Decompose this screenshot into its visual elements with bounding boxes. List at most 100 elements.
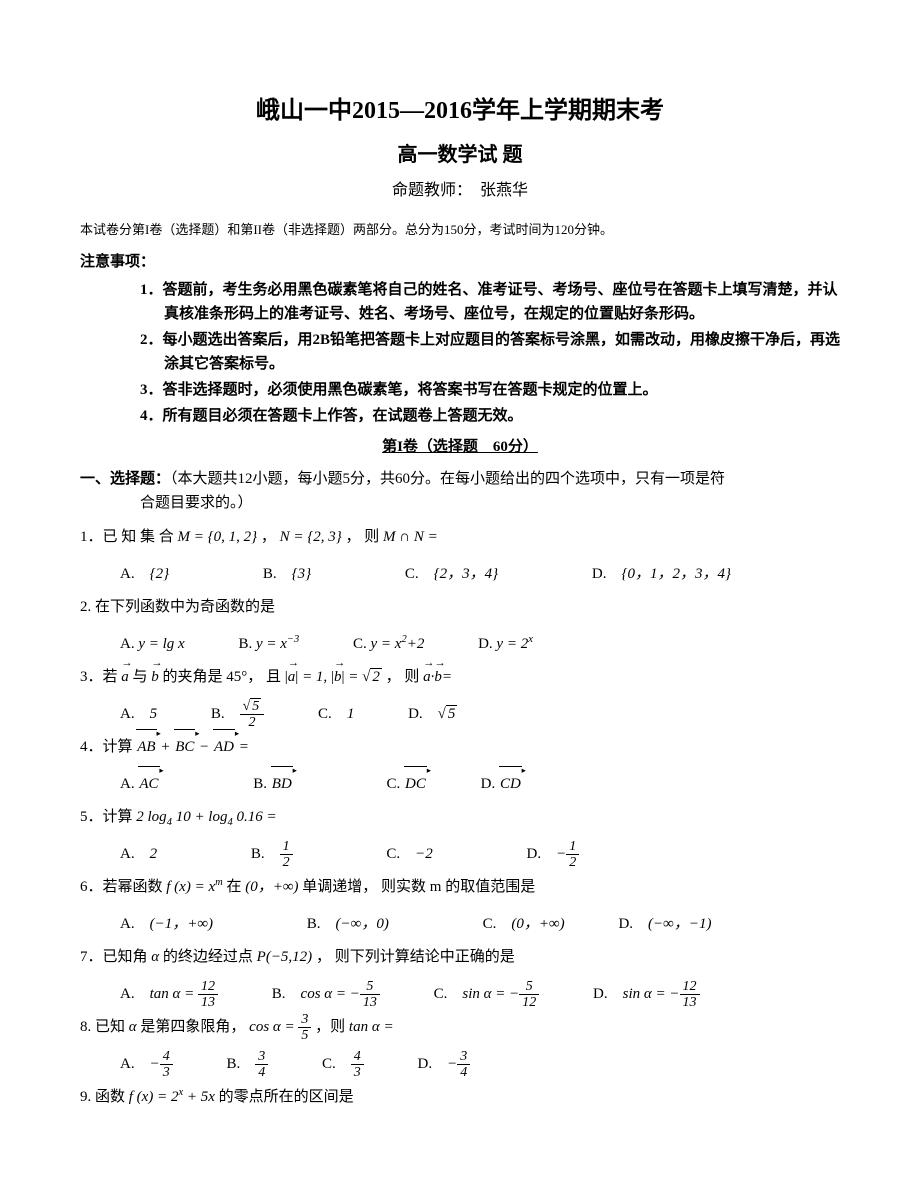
q8-optA: A. −43 [120,1048,173,1081]
q1-optD: D. {0，1，2，3，4} [592,558,731,591]
q2-C-base: y = x [371,636,402,652]
q4-BC: BC [174,731,195,764]
q9: 9. 函数 f (x) = 2x + 5x 的零点所在的区间是 [80,1081,840,1114]
q3-deq: = [442,669,452,685]
q6-int: (0，+∞) [245,879,298,895]
q1-optC-val: {2，3，4} [434,566,499,582]
q5-optD: D. −12 [527,838,580,871]
part1-label: 一、选择题： [80,471,170,487]
q7-C-d: 12 [519,995,539,1010]
notice-item: 4．所有题目必须在答题卡上作答，在试题卷上答题无效。 [140,404,840,428]
q8-optD: D. −34 [418,1048,471,1081]
q7-A-d: 13 [198,995,218,1010]
q3-B-num: 5 [250,698,261,714]
q8-cos: cos α = [249,1019,298,1035]
q7-optB: B. cos α = −513 [272,978,380,1011]
q7-opts: A. tan α = 1213 B. cos α = −513 C. sin α… [80,978,840,1011]
q9-fx: f (x) = 2 [129,1089,179,1105]
q1-optB: B. {3} [263,558,311,591]
q3-optA: A. 5 [120,698,157,731]
q8-C-n: 4 [351,1049,364,1065]
q6-m: m [215,877,223,888]
q1-optC: C. {2，3，4} [405,558,498,591]
q8-D-d: 4 [457,1065,470,1080]
q7-C-n: 5 [519,979,539,995]
notice-item: 3．答非选择题时，必须使用黑色碳素笔，将答案书写在答题卡规定的位置上。 [140,378,840,402]
q4-C: DC [404,768,427,801]
q7-s1: 7．已知角 [80,949,151,965]
q2-opts: A. y = lg x B. y = x−3 C. y = x2+2 D. y … [80,628,840,661]
q3-db: b [434,661,442,694]
q7-D-l: sin α = − [623,986,680,1002]
q9-plus: + 5x [183,1089,215,1105]
q1-eq: M ∩ N = [383,529,438,545]
exam-desc: 本试卷分第I卷（选择题）和第II卷（非选择题）两部分。总分为150分，考试时间为… [80,218,840,241]
q9-s2: 的零点所在的区间是 [219,1089,354,1105]
q5-optB: B. 12 [251,838,293,871]
q6-s1: 6．若幂函数 [80,879,166,895]
q6-opts: A. (−1，+∞) B. (−∞，0) C. (0，+∞) D. (−∞，−1… [80,908,840,941]
q7-D-n: 12 [680,979,700,995]
q3-a: a [121,661,129,694]
q3-opts: A. 5 B. √52 C. 1 D. √5 [80,698,840,731]
q4-opts: A. AC B. BD C. DC D. CD [80,768,840,801]
q7-optD: D. sin α = −1213 [593,978,699,1011]
q4-A: AC [138,768,159,801]
q3-A: 5 [150,706,158,722]
q5-C: −2 [415,846,433,862]
part1-intro: 一、选择题：（本大题共12小题，每小题5分，共60分。在每小题给出的四个选项中，… [80,467,840,515]
q3-optD: D. √5 [408,698,457,731]
q2-C-post: +2 [407,636,425,652]
q7-B-d: 13 [360,995,380,1010]
q8-D-n: 3 [457,1049,470,1065]
q8-n: 3 [298,1012,311,1028]
notice-head: 注意事项： [80,249,840,276]
q7-B-n: 5 [360,979,380,995]
q3: 3．若 a 与 b 的夹角是 45°， 且 a = 1, b = √2 ， 则 … [80,661,840,694]
q8-s1: 8. 已知 [80,1019,129,1035]
q6-optD: D. (−∞，−1) [618,908,711,941]
q2-A-val: y = lg x [138,636,184,652]
q1-sep: ， [261,529,276,545]
q4-AB: AB [136,731,156,764]
q6-B: (−∞，0) [336,916,389,932]
q5-D-n: 1 [566,839,579,855]
q6-A: (−1，+∞) [150,916,213,932]
q5-e1: 2 log [136,809,166,825]
q8-s3: ，则 [315,1019,349,1035]
q4-B: BD [271,768,293,801]
q2-D-base: y = 2 [496,636,528,652]
q5-B-d: 2 [280,855,293,870]
q6-C: (0，+∞) [511,916,564,932]
q8-opts: A. −43 B. 34 C. 43 D. −34 [80,1048,840,1081]
section-head: 第I卷（选择题 60分） [80,434,840,461]
q1-stem: 1．已 知 集 合 [80,529,178,545]
q4: 4．计算 AB + BC − AD = [80,731,840,764]
q5-optA: A. 2 [120,838,157,871]
q1: 1．已 知 集 合 M = {0, 1, 2} ， N = {2, 3} ， 则… [80,521,840,554]
q8-d: 5 [298,1028,311,1043]
q7-A-l: tan α = [150,986,198,1002]
q5-optC: C. −2 [386,838,432,871]
q7-A-n: 12 [198,979,218,995]
author-name: 张燕华 [480,182,528,199]
q4-stem: 4．计算 [80,739,133,755]
q7-s3: ， 则下列计算结论中正确的是 [316,949,515,965]
q4-optB: B. BD [253,768,293,801]
title-main: 峨山一中2015—2016学年上学期期末考 [80,90,840,133]
title-sub: 高一数学试 题 [80,137,840,173]
q3-D: 5 [446,705,458,722]
q3-s3: 的夹角是 45°， 且 [163,669,285,685]
q8-alpha: α [129,1019,137,1035]
q3-s4: ， 则 [386,669,424,685]
q2: 2. 在下列函数中为奇函数的是 [80,591,840,624]
q2-optC: C. y = x2+2 [353,628,424,661]
q6: 6．若幂函数 f (x) = xm 在 (0，+∞) 单调递增， 则实数 m 的… [80,871,840,904]
title-author: 命题教师： 张燕华 [80,177,840,206]
q5-D-d: 2 [566,855,579,870]
q3-eq1: = 1, [298,669,331,685]
q3-b: b [151,661,159,694]
q1-opts: A. {2} B. {3} C. {2，3，4} D. {0，1，2，3，4} [80,558,840,591]
q8-B-n: 3 [255,1049,268,1065]
q3-da: a [423,661,431,694]
